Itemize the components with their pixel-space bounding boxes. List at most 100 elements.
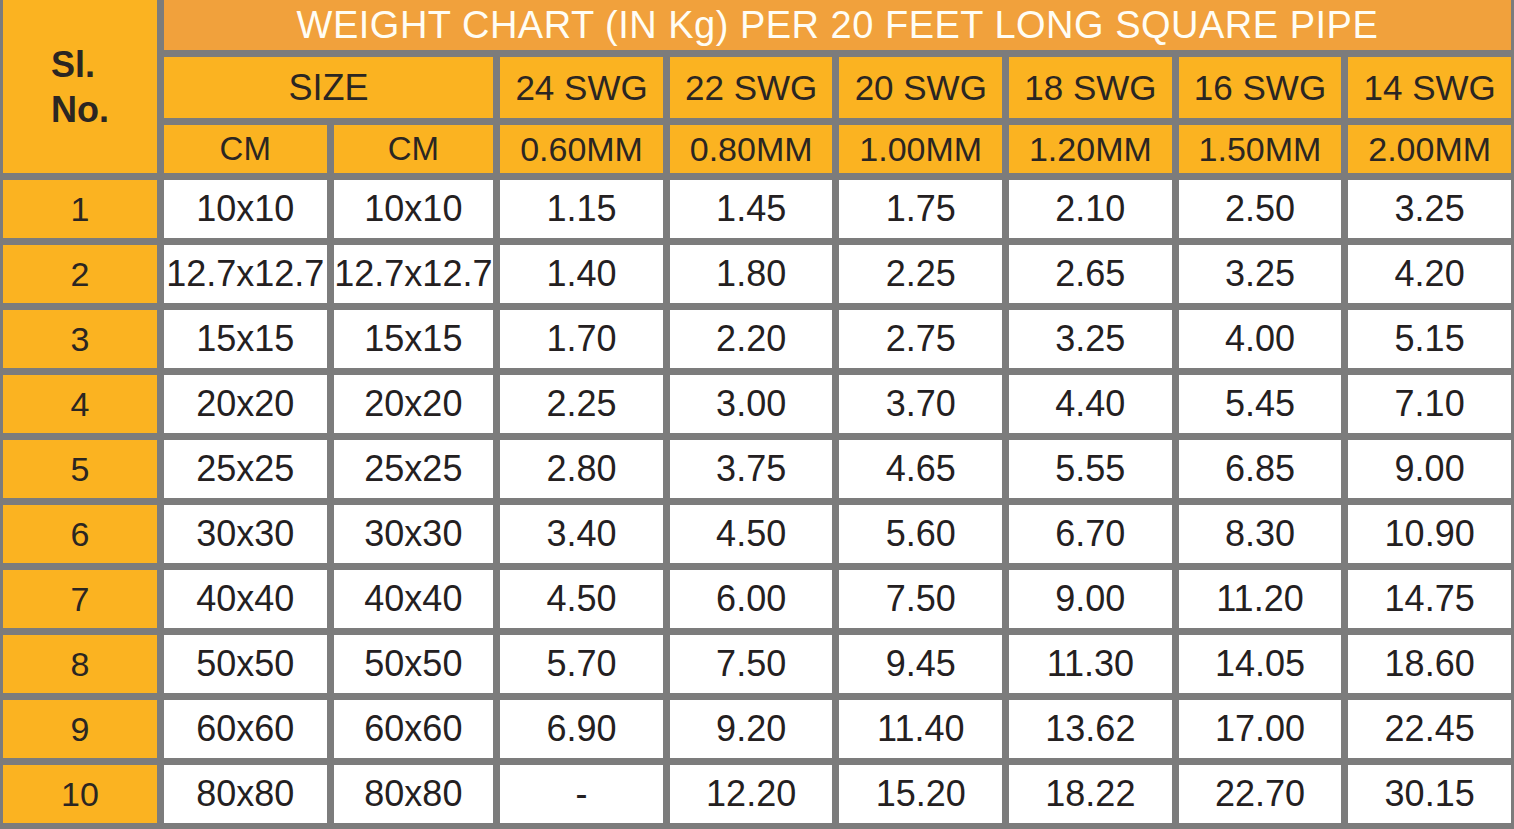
size-cm-cell: 15x15: [334, 310, 494, 368]
serial-header-line1: Sl.: [51, 44, 95, 85]
weight-value-cell: 7.10: [1348, 375, 1511, 433]
weight-value-cell: 13.62: [1009, 700, 1172, 758]
gauge-header-20swg: 20 SWG: [839, 57, 1002, 118]
size-cm-cell: 50x50: [164, 635, 327, 693]
weight-value-cell: 3.40: [500, 505, 663, 563]
weight-value-cell: 2.20: [670, 310, 833, 368]
weight-value-cell: 6.85: [1179, 440, 1342, 498]
weight-value-cell: 12.20: [670, 765, 833, 823]
weight-value-cell: 17.00: [1179, 700, 1342, 758]
weight-value-cell: 6.00: [670, 570, 833, 628]
weight-value-cell: 4.65: [839, 440, 1002, 498]
table-row: 850x5050x505.707.509.4511.3014.0518.60: [3, 635, 1511, 693]
serial-number-cell: 3: [3, 310, 157, 368]
weight-chart-page: Sl. No. WEIGHT CHART (IN Kg) PER 20 FEET…: [0, 0, 1514, 829]
weight-value-cell: 4.50: [500, 570, 663, 628]
weight-value-cell: 2.10: [1009, 180, 1172, 238]
gauge-header-16swg: 16 SWG: [1179, 57, 1342, 118]
weight-value-cell: 7.50: [670, 635, 833, 693]
weight-value-cell: 15.20: [839, 765, 1002, 823]
unit-header-cm-2: CM: [334, 125, 494, 173]
serial-number-cell: 10: [3, 765, 157, 823]
weight-value-cell: 9.00: [1009, 570, 1172, 628]
size-cm-cell: 15x15: [164, 310, 327, 368]
serial-number-cell: 2: [3, 245, 157, 303]
size-cm-cell: 10x10: [334, 180, 494, 238]
serial-number-cell: 5: [3, 440, 157, 498]
weight-value-cell: 1.70: [500, 310, 663, 368]
weight-value-cell: 18.22: [1009, 765, 1172, 823]
table-row: 315x1515x151.702.202.753.254.005.15: [3, 310, 1511, 368]
weight-value-cell: 3.75: [670, 440, 833, 498]
weight-value-cell: 18.60: [1348, 635, 1511, 693]
size-cm-cell: 80x80: [334, 765, 494, 823]
size-header: SIZE: [164, 57, 493, 118]
weight-value-cell: 14.75: [1348, 570, 1511, 628]
size-cm-cell: 60x60: [164, 700, 327, 758]
thickness-header-060mm: 0.60MM: [500, 125, 663, 173]
serial-number-header: Sl. No.: [3, 0, 157, 173]
size-cm-cell: 50x50: [334, 635, 494, 693]
thickness-header-150mm: 1.50MM: [1179, 125, 1342, 173]
weight-value-cell: 5.60: [839, 505, 1002, 563]
weight-value-cell: 9.20: [670, 700, 833, 758]
size-cm-cell: 20x20: [164, 375, 327, 433]
weight-value-cell: 4.20: [1348, 245, 1511, 303]
weight-value-cell: 3.25: [1009, 310, 1172, 368]
weight-value-cell: 9.45: [839, 635, 1002, 693]
weight-value-cell: 4.40: [1009, 375, 1172, 433]
weight-value-cell: 4.00: [1179, 310, 1342, 368]
weight-value-cell: 2.80: [500, 440, 663, 498]
table-row: 630x3030x303.404.505.606.708.3010.90: [3, 505, 1511, 563]
weight-value-cell: -: [500, 765, 663, 823]
table-row: 212.7x12.712.7x12.71.401.802.252.653.254…: [3, 245, 1511, 303]
weight-value-cell: 1.75: [839, 180, 1002, 238]
weight-value-cell: 6.90: [500, 700, 663, 758]
serial-number-cell: 6: [3, 505, 157, 563]
size-cm-cell: 12.7x12.7: [164, 245, 327, 303]
thickness-header-200mm: 2.00MM: [1348, 125, 1511, 173]
weight-value-cell: 2.65: [1009, 245, 1172, 303]
weight-value-cell: 1.40: [500, 245, 663, 303]
weight-value-cell: 1.15: [500, 180, 663, 238]
weight-value-cell: 2.50: [1179, 180, 1342, 238]
weight-value-cell: 22.45: [1348, 700, 1511, 758]
table-row: 960x6060x606.909.2011.4013.6217.0022.45: [3, 700, 1511, 758]
weight-value-cell: 11.40: [839, 700, 1002, 758]
thickness-header-120mm: 1.20MM: [1009, 125, 1172, 173]
weight-value-cell: 11.20: [1179, 570, 1342, 628]
serial-number-cell: 7: [3, 570, 157, 628]
weight-value-cell: 11.30: [1009, 635, 1172, 693]
gauge-header-18swg: 18 SWG: [1009, 57, 1172, 118]
thickness-header-100mm: 1.00MM: [839, 125, 1002, 173]
size-cm-cell: 25x25: [334, 440, 494, 498]
size-cm-cell: 60x60: [334, 700, 494, 758]
weight-value-cell: 1.45: [670, 180, 833, 238]
chart-title: WEIGHT CHART (IN Kg) PER 20 FEET LONG SQ…: [164, 0, 1511, 50]
weight-value-cell: 5.45: [1179, 375, 1342, 433]
weight-value-cell: 4.50: [670, 505, 833, 563]
table-row: 420x2020x202.253.003.704.405.457.10: [3, 375, 1511, 433]
size-cm-cell: 10x10: [164, 180, 327, 238]
gauge-header-22swg: 22 SWG: [670, 57, 833, 118]
weight-value-cell: 7.50: [839, 570, 1002, 628]
weight-chart-table: Sl. No. WEIGHT CHART (IN Kg) PER 20 FEET…: [0, 0, 1514, 829]
size-cm-cell: 20x20: [334, 375, 494, 433]
weight-value-cell: 3.70: [839, 375, 1002, 433]
weight-value-cell: 1.80: [670, 245, 833, 303]
weight-value-cell: 2.25: [500, 375, 663, 433]
weight-value-cell: 5.55: [1009, 440, 1172, 498]
gauge-header-24swg: 24 SWG: [500, 57, 663, 118]
serial-number-cell: 8: [3, 635, 157, 693]
weight-value-cell: 9.00: [1348, 440, 1511, 498]
size-cm-cell: 40x40: [334, 570, 494, 628]
size-cm-cell: 30x30: [164, 505, 327, 563]
gauge-header-14swg: 14 SWG: [1348, 57, 1511, 118]
weight-value-cell: 8.30: [1179, 505, 1342, 563]
size-cm-cell: 40x40: [164, 570, 327, 628]
weight-value-cell: 30.15: [1348, 765, 1511, 823]
weight-value-cell: 6.70: [1009, 505, 1172, 563]
serial-header-line2: No.: [51, 89, 109, 130]
weight-value-cell: 5.15: [1348, 310, 1511, 368]
weight-value-cell: 3.25: [1179, 245, 1342, 303]
